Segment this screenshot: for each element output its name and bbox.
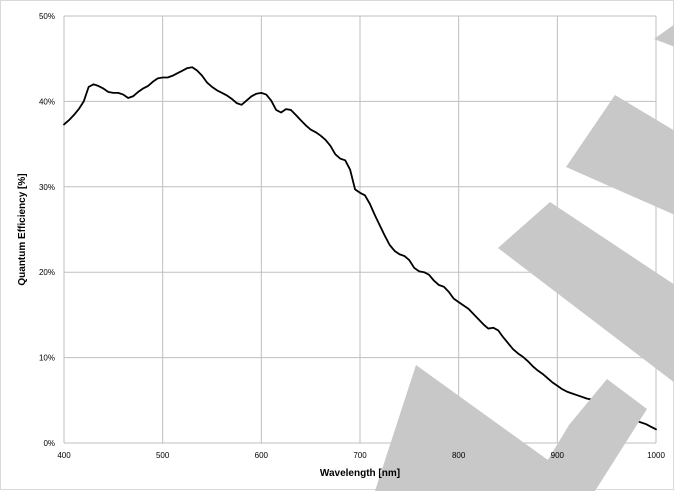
watermark-stripe [654, 24, 674, 47]
y-axis-title: Quantum Efficiency [%] [17, 173, 28, 285]
watermark-layer [375, 24, 674, 491]
x-tick-label: 800 [452, 451, 466, 460]
watermark-stripe [529, 379, 647, 491]
x-tick-label: 600 [255, 451, 269, 460]
x-tick-label: 400 [57, 451, 71, 460]
x-axis-title: Wavelength [nm] [320, 468, 400, 479]
x-tick-label: 1000 [647, 451, 665, 460]
ticks-layer: 400 500 600 700 800 900 1000 0% 10% 20% 30% 40% 50% [39, 12, 665, 460]
watermark-stripe [498, 202, 674, 383]
plot-layer [63, 66, 657, 431]
qe-series-line [63, 66, 657, 431]
y-tick-label: 0% [43, 439, 55, 448]
watermark-stripe [566, 95, 674, 215]
y-tick-label: 30% [39, 183, 55, 192]
x-tick-label: 900 [551, 451, 565, 460]
x-tick-label: 500 [156, 451, 170, 460]
watermark-stripe [375, 365, 591, 491]
x-tick-label: 700 [353, 451, 367, 460]
y-tick-label: 50% [39, 12, 55, 21]
y-tick-label: 10% [39, 354, 55, 363]
y-tick-label: 40% [39, 97, 55, 106]
y-tick-label: 20% [39, 268, 55, 277]
